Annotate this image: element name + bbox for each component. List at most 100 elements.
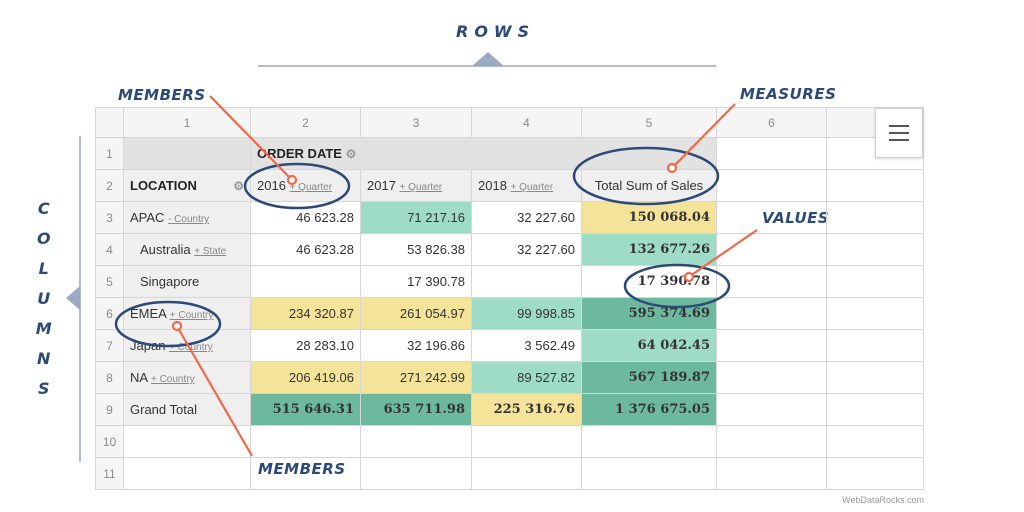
grid-cell[interactable] (826, 425, 924, 458)
column-number[interactable]: 3 (360, 107, 472, 138)
row-number[interactable]: 8 (95, 361, 124, 394)
column-number[interactable]: 6 (716, 107, 827, 138)
grid-cell[interactable] (716, 329, 827, 362)
grid-cell[interactable] (826, 393, 924, 426)
grid-cell[interactable] (716, 233, 827, 266)
value-cell[interactable]: 32 227.60 (471, 201, 582, 234)
location-header[interactable]: LOCATION ⚙ (123, 169, 251, 202)
grid-cell[interactable] (716, 201, 827, 234)
gear-icon[interactable]: ⚙ (233, 179, 244, 193)
year-header[interactable]: 2016 + Quarter (250, 169, 361, 202)
total-cell[interactable]: 132 677.26 (581, 233, 717, 266)
menu-button[interactable] (875, 108, 923, 158)
grand-total-cell[interactable]: 1 376 675.05 (581, 393, 717, 426)
grid-cell[interactable] (250, 457, 361, 490)
grid-cell[interactable] (826, 201, 924, 234)
grid-cell[interactable] (826, 169, 924, 202)
row-number[interactable]: 11 (95, 457, 124, 490)
total-cell[interactable]: 567 189.87 (581, 361, 717, 394)
value-cell[interactable]: 32 196.86 (360, 329, 472, 362)
grand-total-cell[interactable]: 635 711.98 (360, 393, 472, 426)
expand-quarter-link[interactable]: + Quarter (399, 182, 443, 193)
grid-cell[interactable] (581, 457, 717, 490)
grand-total-cell[interactable]: 225 316.76 (471, 393, 582, 426)
value-cell[interactable]: 71 217.16 (360, 201, 472, 234)
row-member[interactable]: APAC - Country (123, 201, 251, 234)
grand-total-cell[interactable]: 515 646.31 (250, 393, 361, 426)
grid-cell[interactable] (716, 361, 827, 394)
row-number[interactable]: 2 (95, 169, 124, 202)
row-number[interactable]: 6 (95, 297, 124, 330)
grid-cell[interactable] (826, 233, 924, 266)
grand-total-label[interactable]: Grand Total (123, 393, 251, 426)
year-header[interactable]: 2017 + Quarter (360, 169, 472, 202)
total-cell[interactable]: 150 068.04 (581, 201, 717, 234)
row-member[interactable]: Japan + Country (123, 329, 251, 362)
grid-cell[interactable] (826, 265, 924, 298)
column-number[interactable]: 4 (471, 107, 582, 138)
value-cell[interactable]: 206 419.06 (250, 361, 361, 394)
value-cell[interactable]: 46 623.28 (250, 233, 361, 266)
collapse-country-link[interactable]: - Country (168, 214, 210, 225)
row-number[interactable]: 5 (95, 265, 124, 298)
value-cell[interactable]: 271 242.99 (360, 361, 472, 394)
row-member[interactable]: EMEA + Country (123, 297, 251, 330)
grid-cell[interactable] (716, 137, 827, 170)
column-number[interactable]: 2 (250, 107, 361, 138)
expand-state-link[interactable]: + State (194, 246, 227, 257)
value-cell[interactable]: 261 054.97 (360, 297, 472, 330)
grid-cell[interactable] (716, 265, 827, 298)
row-member[interactable]: NA + Country (123, 361, 251, 394)
grid-cell[interactable] (716, 457, 827, 490)
row-member[interactable]: Singapore (123, 265, 251, 298)
row-number[interactable]: 1 (95, 137, 124, 170)
expand-country-link[interactable]: + Country (169, 310, 214, 321)
value-cell[interactable] (471, 265, 582, 298)
total-cell[interactable]: 64 042.45 (581, 329, 717, 362)
grid-cell[interactable] (360, 457, 472, 490)
row-number[interactable]: 7 (95, 329, 124, 362)
value-cell[interactable]: 99 998.85 (471, 297, 582, 330)
value-cell[interactable]: 32 227.60 (471, 233, 582, 266)
value-cell[interactable]: 53 826.38 (360, 233, 472, 266)
grid-cell[interactable] (360, 425, 472, 458)
value-cell[interactable]: 89 527.82 (471, 361, 582, 394)
grid-cell[interactable] (716, 169, 827, 202)
value-cell[interactable]: 46 623.28 (250, 201, 361, 234)
grid-cell[interactable] (826, 361, 924, 394)
total-cell[interactable]: 595 374.69 (581, 297, 717, 330)
value-cell[interactable]: 234 320.87 (250, 297, 361, 330)
grid-cell[interactable] (826, 329, 924, 362)
row-number[interactable]: 4 (95, 233, 124, 266)
row-number[interactable]: 9 (95, 393, 124, 426)
value-cell[interactable]: 3 562.49 (471, 329, 582, 362)
expand-country-link[interactable]: + Country (150, 374, 195, 385)
order-date-header[interactable]: ORDER DATE ⚙ (250, 137, 717, 170)
grid-cell[interactable] (471, 425, 582, 458)
year-header[interactable]: 2018 + Quarter (471, 169, 582, 202)
expand-quarter-link[interactable]: + Quarter (510, 182, 554, 193)
column-number[interactable]: 1 (123, 107, 251, 138)
grid-cell[interactable] (123, 425, 251, 458)
row-number[interactable]: 3 (95, 201, 124, 234)
expand-quarter-link[interactable]: + Quarter (289, 182, 333, 193)
grid-cell[interactable] (250, 425, 361, 458)
expand-country-link[interactable]: + Country (169, 342, 213, 353)
grid-cell[interactable] (716, 393, 827, 426)
grid-cell[interactable] (826, 297, 924, 330)
value-cell[interactable]: 17 390.78 (360, 265, 472, 298)
column-number[interactable]: 5 (581, 107, 717, 138)
grid-cell[interactable] (716, 425, 827, 458)
gear-icon[interactable]: ⚙ (345, 147, 357, 161)
row-number[interactable]: 10 (95, 425, 124, 458)
grid-cell[interactable] (716, 297, 827, 330)
value-cell[interactable]: 28 283.10 (250, 329, 361, 362)
value-cell[interactable] (250, 265, 361, 298)
grid-cell[interactable] (123, 457, 251, 490)
row-member[interactable]: Australia + State (123, 233, 251, 266)
measure-header[interactable]: Total Sum of Sales (581, 169, 717, 202)
grid-cell[interactable] (471, 457, 582, 490)
grid-cell[interactable] (581, 425, 717, 458)
grid-cell[interactable] (826, 457, 924, 490)
total-cell[interactable]: 17 390.78 (581, 265, 717, 298)
